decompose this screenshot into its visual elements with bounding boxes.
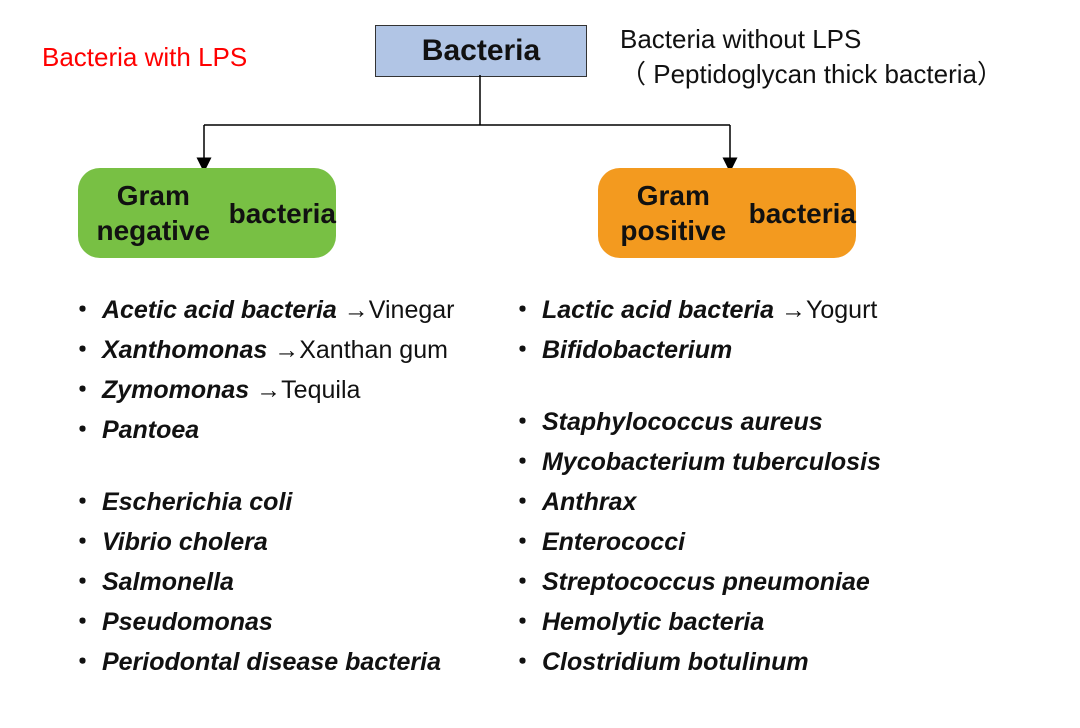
gram-negative-list: ・ Acetic acid bacteria →Vinegar・ Xanthom… (70, 290, 454, 682)
root-label: Bacteria (422, 34, 540, 68)
gram-positive-list: ・ Lactic acid bacteria →Yogurt・ Bifidoba… (510, 290, 881, 682)
gram-positive-node: Gram positivebacteria (598, 168, 856, 258)
list-item: ・ Hemolytic bacteria (510, 602, 881, 642)
gram-negative-node: Gram negativebacteria (78, 168, 336, 258)
list-item: ・ Pseudomonas (70, 602, 454, 642)
list-item: ・ Acetic acid bacteria →Vinegar (70, 290, 454, 330)
right-annotation: Bacteria without LPS （ Peptidoglycan thi… (620, 22, 1003, 92)
list-item: ・ Escherichia coli (70, 482, 454, 522)
list-item: ・ Zymomonas →Tequila (70, 370, 454, 410)
root-node: Bacteria (375, 25, 587, 77)
list-item: ・ Periodontal disease bacteria (70, 642, 454, 682)
list-item: ・ Xanthomonas →Xanthan gum (70, 330, 454, 370)
list-item: ・ Vibrio cholera (70, 522, 454, 562)
list-item: ・ Enterococci (510, 522, 881, 562)
left-annotation: Bacteria with LPS (42, 42, 247, 73)
list-item: ・ Clostridium botulinum (510, 642, 881, 682)
list-item: ・ Salmonella (70, 562, 454, 602)
list-item: ・ Staphylococcus aureus (510, 402, 881, 442)
list-item: ・ Streptococcus pneumoniae (510, 562, 881, 602)
list-item: ・ Anthrax (510, 482, 881, 522)
list-item: ・ Bifidobacterium (510, 330, 881, 370)
list-item: ・ Lactic acid bacteria →Yogurt (510, 290, 881, 330)
list-item: ・ Pantoea (70, 410, 454, 450)
list-item: ・ Mycobacterium tuberculosis (510, 442, 881, 482)
